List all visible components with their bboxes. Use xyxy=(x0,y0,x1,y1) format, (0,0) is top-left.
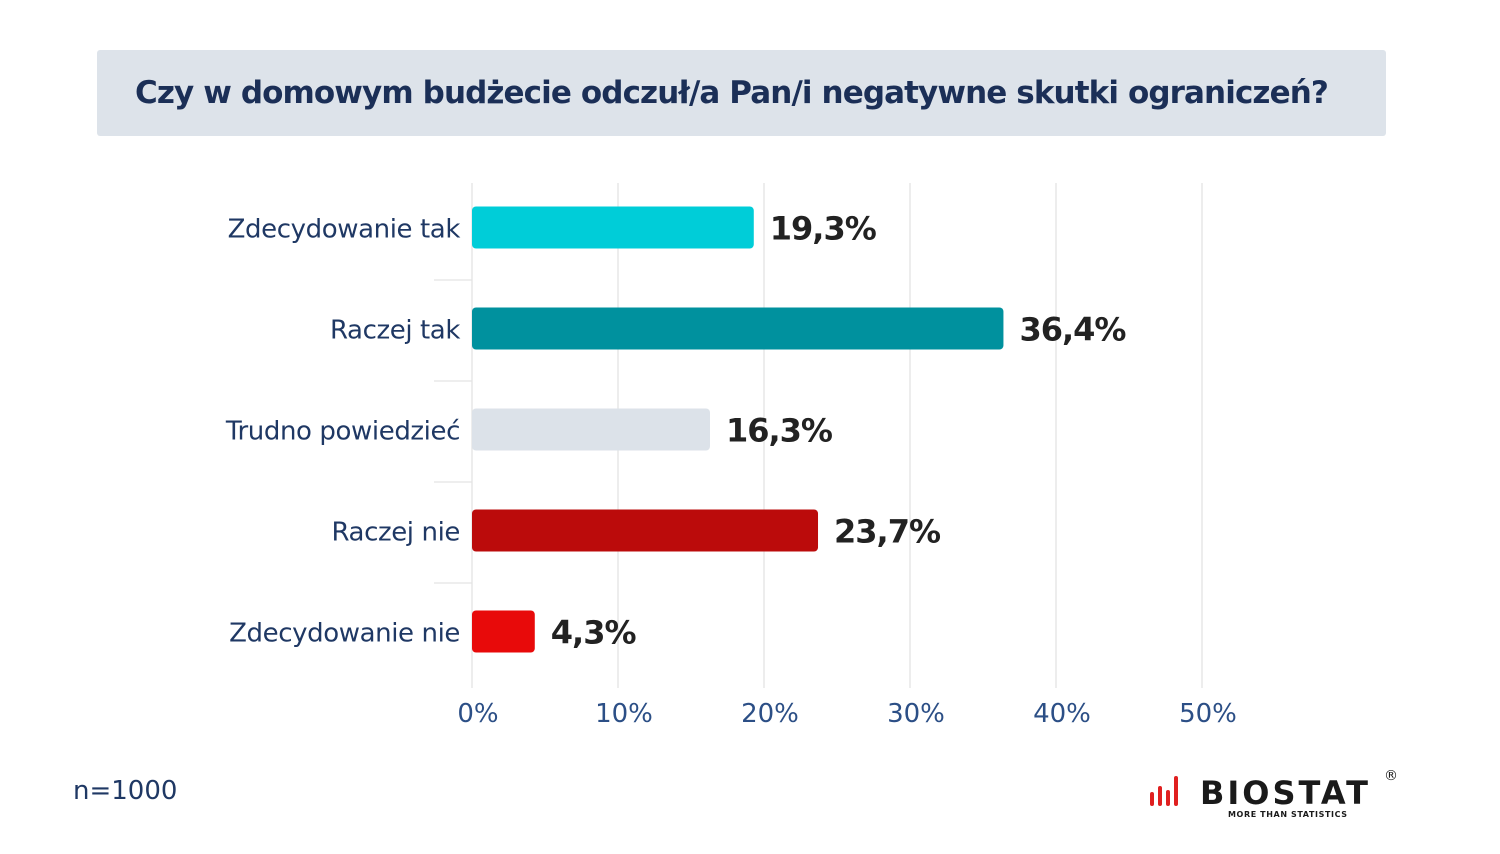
data-label: 16,3% xyxy=(726,412,833,450)
x-tick-label: 10% xyxy=(595,699,653,729)
bar-4 xyxy=(472,610,535,653)
data-label: 23,7% xyxy=(834,513,941,551)
bar-1 xyxy=(472,307,1004,350)
logo-word: BIOSTAT xyxy=(1200,774,1371,812)
chart-title: Czy w domowym budżecie odczuł/a Pan/i ne… xyxy=(135,75,1329,111)
category-label: Raczej nie xyxy=(331,518,460,548)
sample-size-note: n=1000 xyxy=(73,776,178,806)
x-tick-label: 40% xyxy=(1033,699,1091,729)
x-tick-label: 20% xyxy=(741,699,799,729)
category-label: Zdecydowanie tak xyxy=(228,215,461,245)
x-tick-label: 30% xyxy=(887,699,945,729)
category-label: Raczej tak xyxy=(330,316,460,346)
bar-2 xyxy=(472,408,710,451)
x-tick-label: 0% xyxy=(457,699,498,729)
x-tick-label: 50% xyxy=(1179,699,1237,729)
logo-registered-mark: ® xyxy=(1384,768,1398,784)
category-label: Zdecydowanie nie xyxy=(229,619,460,649)
bar-3 xyxy=(472,509,819,552)
data-label: 19,3% xyxy=(770,210,877,248)
biostat-logo: BIOSTAT ® MORE THAN STATISTICS xyxy=(1148,768,1418,824)
category-label: Trudno powiedzieć xyxy=(225,417,460,447)
bar-0 xyxy=(472,206,754,249)
logo-tagline: MORE THAN STATISTICS xyxy=(1228,810,1348,819)
logo-bars-icon xyxy=(1150,776,1178,806)
title-banner: Czy w domowym budżecie odczuł/a Pan/i ne… xyxy=(97,50,1386,136)
data-label: 4,3% xyxy=(551,614,637,652)
data-label: 36,4% xyxy=(1019,311,1126,349)
